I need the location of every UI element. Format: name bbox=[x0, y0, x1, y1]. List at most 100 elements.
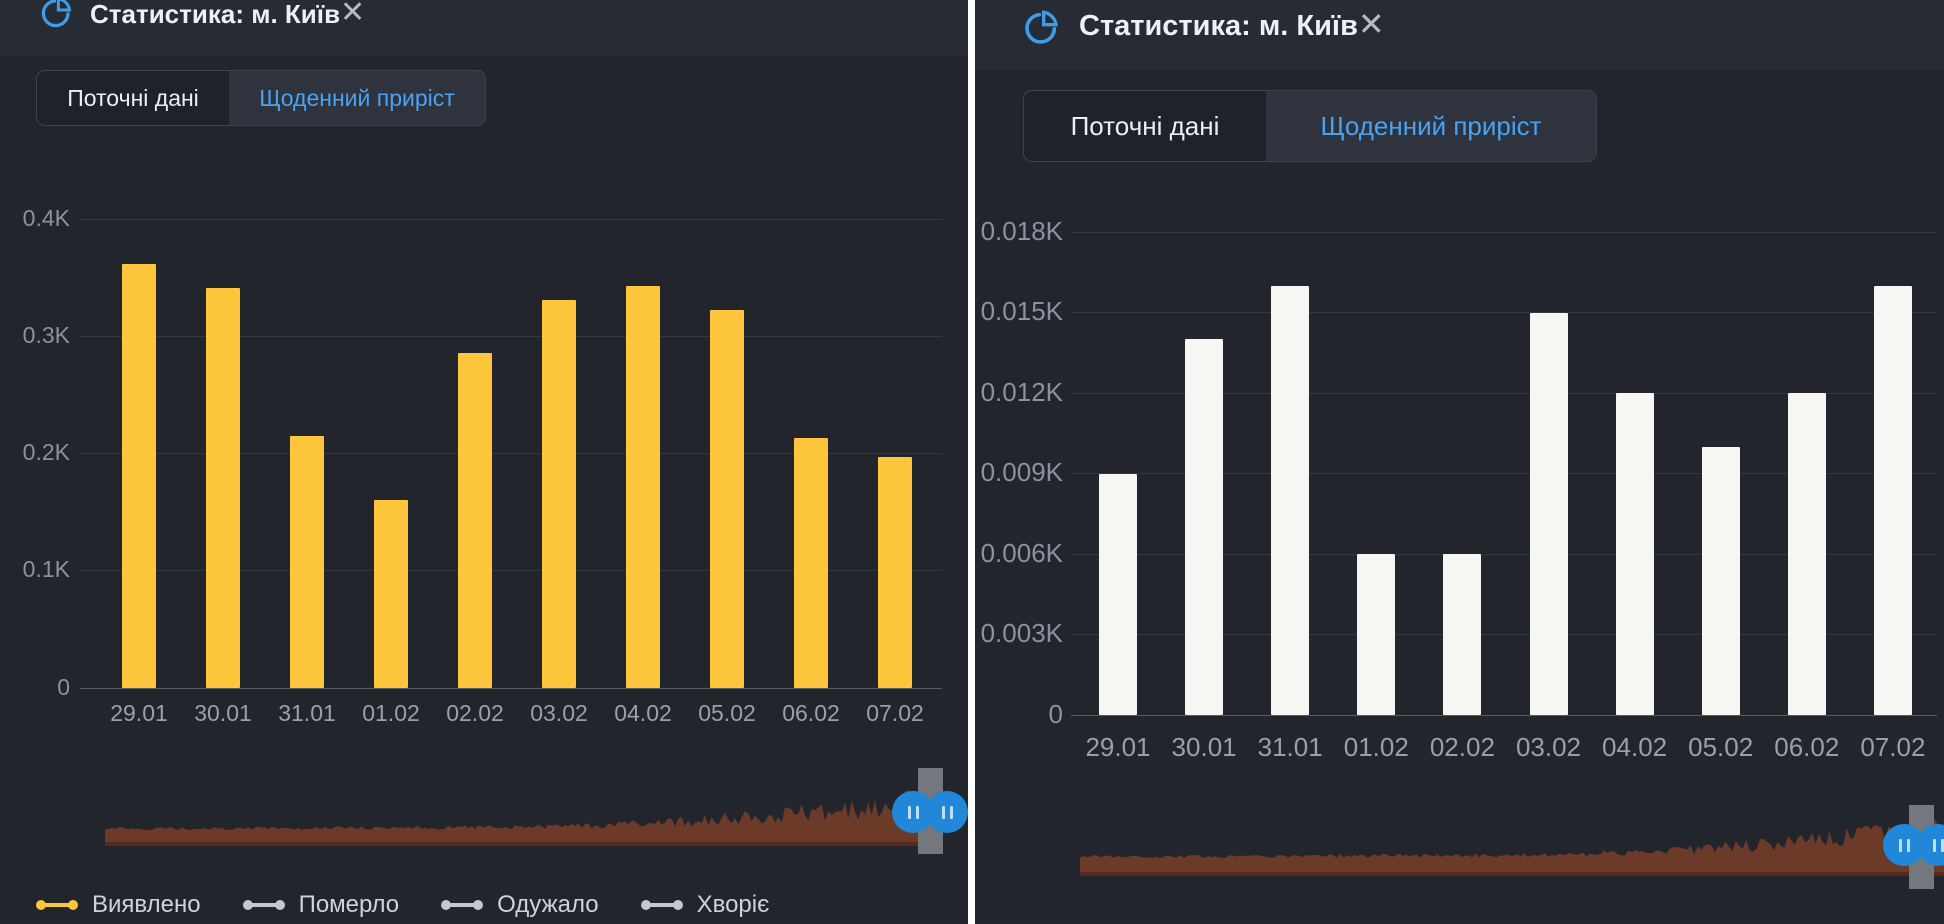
y-axis-tick: 0.4K bbox=[22, 204, 70, 231]
scrubber-handle-icon[interactable] bbox=[1917, 824, 1944, 866]
legend-item-Одужало[interactable]: Одужало bbox=[441, 891, 599, 919]
y-axis-tick: 0.012K bbox=[980, 376, 1063, 407]
legend-item-Виявлено[interactable]: Виявлено bbox=[36, 891, 201, 919]
gridline bbox=[1071, 553, 1937, 555]
bar-29.01 bbox=[1099, 473, 1137, 715]
bar-31.01 bbox=[290, 435, 324, 688]
gridline bbox=[1071, 634, 1937, 635]
legend-label: Померло bbox=[298, 891, 400, 918]
handle-grip bbox=[949, 805, 953, 819]
bar-05.02 bbox=[1701, 446, 1740, 715]
tab-group: Поточні дані Щоденний приріст bbox=[36, 70, 486, 126]
legend-marker-line bbox=[450, 903, 475, 907]
handle-grip bbox=[1932, 838, 1936, 852]
legend-marker-dot bbox=[441, 900, 452, 910]
legend-marker-dot bbox=[640, 900, 651, 910]
gridline bbox=[1071, 473, 1937, 474]
scrubber-area[interactable] bbox=[105, 782, 935, 846]
bar-01.02 bbox=[1357, 554, 1396, 715]
x-axis-tick: 30.01 bbox=[194, 700, 252, 726]
modal-header: Статистика: м. Київ ✕ bbox=[0, 0, 968, 56]
bar-04.02 bbox=[626, 285, 660, 688]
legend-marker-dot bbox=[242, 900, 253, 910]
x-axis-tick: 06.02 bbox=[1774, 732, 1840, 762]
legend-marker-line bbox=[251, 903, 276, 907]
close-icon[interactable]: ✕ bbox=[340, 0, 365, 30]
bar-29.01 bbox=[122, 263, 156, 688]
tab-group: Поточні дані Щоденний приріст bbox=[1023, 90, 1597, 162]
scrubber-handle-icon[interactable] bbox=[926, 791, 968, 833]
y-axis-tick: 0.006K bbox=[980, 537, 1063, 568]
tab-daily-increase[interactable]: Щоденний приріст bbox=[229, 71, 485, 125]
bar-02.02 bbox=[1443, 554, 1482, 715]
handle-grip bbox=[1940, 838, 1944, 852]
x-axis-tick: 31.01 bbox=[278, 700, 336, 726]
gridline bbox=[80, 453, 942, 454]
legend-marker-line bbox=[649, 903, 674, 907]
legend-marker bbox=[441, 900, 484, 910]
y-axis-tick: 0.018K bbox=[980, 215, 1063, 246]
tab-daily-increase[interactable]: Щоденний приріст bbox=[1266, 91, 1596, 161]
scrubber-handle-icon[interactable] bbox=[1883, 824, 1925, 866]
pie-chart-icon bbox=[38, 0, 74, 31]
y-axis-tick: 0.009K bbox=[980, 457, 1063, 488]
x-axis-tick: 03.02 bbox=[1515, 732, 1582, 762]
y-axis-tick: 0.015K bbox=[980, 296, 1063, 327]
bar-04.02 bbox=[1615, 393, 1654, 715]
x-axis-tick: 04.02 bbox=[1602, 732, 1668, 762]
close-icon[interactable]: ✕ bbox=[1357, 6, 1385, 42]
handle-grip bbox=[907, 805, 911, 819]
legend-marker-dot bbox=[68, 900, 78, 910]
bar-30.01 bbox=[206, 288, 240, 688]
x-axis-tick: 06.02 bbox=[782, 700, 840, 726]
y-axis-tick: 0.3K bbox=[22, 321, 70, 348]
bar-07.02 bbox=[1873, 285, 1912, 715]
x-axis-tick: 07.02 bbox=[1860, 732, 1926, 762]
x-axis-tick: 03.02 bbox=[530, 700, 588, 726]
bar-06.02 bbox=[794, 438, 828, 688]
legend-marker bbox=[36, 900, 78, 910]
scrubber-area[interactable] bbox=[1080, 812, 1944, 876]
x-axis-tick: 05.02 bbox=[698, 700, 756, 726]
x-axis-tick: 01.02 bbox=[362, 700, 420, 726]
tab-current-data[interactable]: Поточні дані bbox=[1070, 110, 1220, 141]
x-axis-tick: 29.01 bbox=[110, 700, 168, 726]
x-axis-tick: 07.02 bbox=[866, 700, 924, 726]
x-axis-tick: 02.02 bbox=[446, 700, 504, 726]
legend-label: Хворіє bbox=[696, 891, 770, 918]
legend-marker bbox=[640, 900, 683, 910]
modal-header: Статистика: м. Київ ✕ bbox=[975, 0, 1944, 70]
legend-marker-dot bbox=[473, 900, 484, 910]
tab-current-data[interactable]: Поточні дані bbox=[67, 84, 199, 111]
bar-01.02 bbox=[374, 500, 408, 688]
timeline-scrubber bbox=[975, 0, 1944, 924]
bar-05.02 bbox=[710, 310, 744, 688]
bar-06.02 bbox=[1787, 393, 1826, 715]
legend-marker-dot bbox=[672, 900, 683, 910]
legend-marker-dot bbox=[36, 900, 46, 910]
legend-marker-dot bbox=[274, 900, 285, 910]
bar-02.02 bbox=[458, 352, 492, 688]
gridline bbox=[80, 687, 942, 689]
x-axis-tick: 05.02 bbox=[1688, 732, 1754, 762]
x-axis-tick: 29.01 bbox=[1085, 732, 1151, 762]
gridline bbox=[80, 218, 942, 220]
legend-item-Хворіє[interactable]: Хворіє bbox=[640, 891, 770, 919]
x-axis-tick: 30.01 bbox=[1171, 732, 1237, 762]
gridline bbox=[1071, 714, 1937, 716]
gridline bbox=[1071, 312, 1937, 313]
modal-title: Статистика: м. Київ bbox=[1079, 10, 1358, 42]
y-axis-tick: 0.1K bbox=[22, 556, 70, 583]
legend-label: Виявлено bbox=[92, 891, 201, 918]
legend-marker-line bbox=[45, 903, 69, 907]
x-axis-tick: 04.02 bbox=[614, 700, 672, 726]
legend-item-Померло[interactable]: Померло bbox=[242, 891, 400, 919]
y-axis-tick: 0.003K bbox=[980, 618, 1063, 649]
x-axis-tick: 01.02 bbox=[1343, 732, 1409, 762]
gridline bbox=[1071, 392, 1937, 394]
y-axis-tick: 0.2K bbox=[22, 439, 70, 466]
bar-03.02 bbox=[1529, 312, 1568, 715]
chart-legend: Виявлено Померло Одужало Хворіє bbox=[36, 891, 811, 919]
bar-31.01 bbox=[1271, 285, 1310, 715]
timeline-scrubber bbox=[0, 0, 968, 924]
